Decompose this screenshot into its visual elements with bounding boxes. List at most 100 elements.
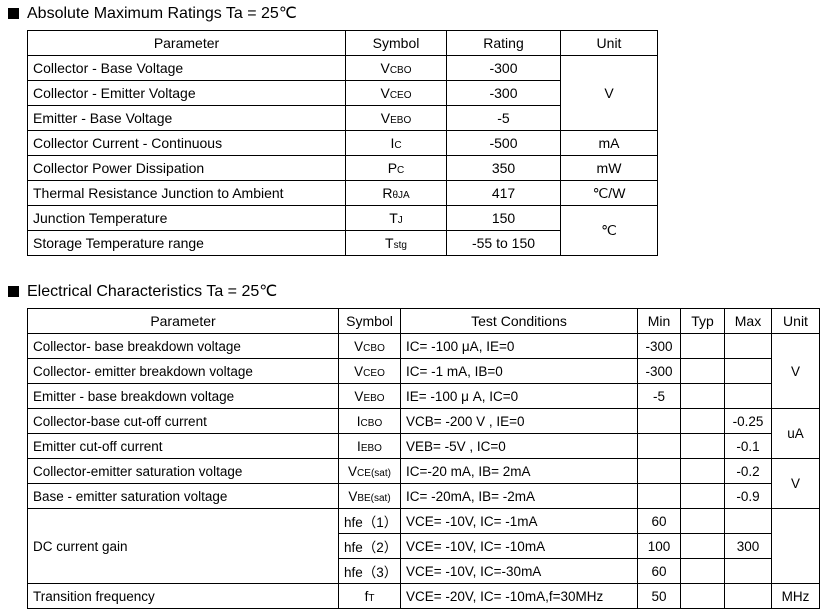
min: 100	[637, 533, 681, 559]
typ	[680, 333, 725, 359]
typ	[680, 358, 725, 384]
min: 50	[637, 583, 681, 609]
symbol-cell: fT	[338, 583, 401, 609]
parameter: Emitter cut-off current	[27, 433, 339, 459]
section-title: Absolute Maximum Ratings Ta = 25℃	[8, 3, 297, 23]
min: 60	[637, 508, 681, 534]
parameter: Collector - Base Voltage	[27, 55, 346, 81]
min: -5	[637, 383, 681, 409]
max	[724, 508, 772, 534]
symbol-sub: T	[368, 592, 375, 604]
header-cell: Symbol	[338, 308, 401, 334]
row: Collector - Emitter Voltage VCEO -300	[27, 80, 658, 106]
symbol-sub: BE(sat)	[357, 492, 391, 504]
min	[637, 408, 681, 434]
max	[724, 358, 772, 384]
typ	[680, 433, 725, 459]
ratings-table: Parameter Symbol Rating Unit Collector - Ba…	[27, 30, 658, 256]
symbol-sub: CBO	[363, 342, 385, 354]
row: Transition frequency fT VCE= -20V, IC= -10…	[27, 583, 820, 609]
unit: mA	[560, 130, 658, 156]
parameter: Emitter - Base Voltage	[27, 105, 346, 131]
symbol: V	[354, 363, 364, 379]
tbody: Parameter Symbol Rating Unit	[27, 30, 658, 56]
parameter: Junction Temperature	[27, 205, 346, 231]
conditions: VCE= -20V, IC= -10mA,f=30MHz	[400, 583, 638, 609]
rating: 150	[446, 205, 561, 231]
row: Junction Temperature TJ 150 ℃	[27, 205, 658, 256]
conditions: VEB= -5V , IC=0	[400, 433, 638, 459]
max: -0.2	[724, 458, 772, 484]
typ	[680, 558, 725, 584]
symbol-cell: VCEO	[345, 80, 447, 106]
symbol: V	[354, 388, 364, 404]
row: Collector- emitter breakdown voltage VCEO…	[27, 358, 820, 384]
symbol-cell: TJ	[345, 205, 447, 231]
conditions: IC= -20mA, IB= -2mA	[400, 483, 638, 509]
parameter: Collector-base cut-off current	[27, 408, 339, 434]
max	[724, 583, 772, 609]
symbol: V	[348, 463, 358, 479]
unit: V	[560, 55, 658, 131]
unit: ℃/W	[560, 180, 658, 206]
row: Collector-emitter saturation voltage VCE(…	[27, 458, 820, 509]
symbol-cell: PC	[345, 155, 447, 181]
typ	[680, 383, 725, 409]
unit: ℃	[560, 205, 658, 256]
symbol-cell: IEBO	[338, 433, 401, 459]
symbol-cell: IC	[345, 130, 447, 156]
typ	[680, 408, 725, 434]
parameter: Collector- base breakdown voltage	[27, 333, 339, 359]
typ	[680, 583, 725, 609]
max	[724, 558, 772, 584]
symbol: I	[357, 438, 361, 454]
parameter: Collector Current - Continuous	[27, 130, 346, 156]
unit: mW	[560, 155, 658, 181]
symbol-sub: EBO	[360, 442, 382, 454]
symbol-cell: Tstg	[345, 230, 447, 256]
conditions: VCB= -200 V , IE=0	[400, 408, 638, 434]
symbol-cell: hfe（2）	[338, 533, 401, 559]
min: 60	[637, 558, 681, 584]
row: DC current gain hfe（1） VCE= -10V, IC= -1mA…	[27, 508, 820, 584]
rating: -5	[446, 105, 561, 131]
unit: V	[771, 333, 820, 409]
typ	[680, 508, 725, 534]
symbol-cell: VCBO	[345, 55, 447, 81]
max: -0.9	[724, 483, 772, 509]
min	[637, 483, 681, 509]
symbol-sub: J	[397, 215, 403, 226]
rating: -300	[446, 55, 561, 81]
bullet	[8, 7, 19, 19]
section-title: Electrical Characteristics Ta = 25℃	[8, 281, 277, 301]
symbol: P	[387, 160, 398, 176]
symbol-sub: C	[397, 165, 405, 176]
symbol-sub: CBO	[360, 417, 383, 429]
row: Emitter - base breakdown voltage VEBO IE= …	[27, 383, 820, 409]
header-cell: Max	[724, 308, 772, 334]
symbol: hfe（1）	[344, 515, 398, 530]
header-cell: Parameter	[27, 30, 346, 56]
rating: -55 to 150	[446, 230, 561, 256]
header-cell: Test Conditions	[400, 308, 638, 334]
header-cell: Parameter	[27, 308, 339, 334]
symbol: V	[380, 85, 390, 101]
symbol-cell: VCBO	[338, 333, 401, 359]
unit: MHz	[771, 583, 820, 609]
conditions: IE= -100 μ A, IC=0	[400, 383, 638, 409]
symbol-cell: VBE(sat)	[338, 483, 401, 509]
symbol-sub: CE(sat)	[357, 467, 391, 479]
row: Base - emitter saturation voltage VBE(sat…	[27, 483, 820, 509]
symbol: V	[354, 338, 364, 354]
tr: Parameter Symbol Rating Unit	[27, 30, 658, 56]
symbol: hfe（3）	[344, 565, 398, 580]
min: -300	[637, 333, 681, 359]
rating: -500	[446, 130, 561, 156]
symbol: V	[380, 110, 391, 126]
symbol-sub: C	[394, 140, 402, 151]
row: Storage Temperature range Tstg -55 to 150	[27, 230, 658, 256]
conditions: IC= -1 mA, IB=0	[400, 358, 638, 384]
max: -0.1	[724, 433, 772, 459]
